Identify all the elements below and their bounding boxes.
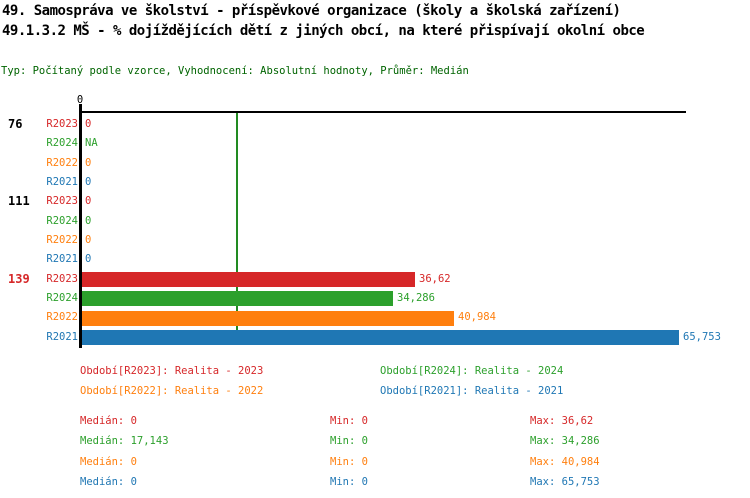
row-value-label: 0 xyxy=(85,118,92,130)
series-row-label: R2022 xyxy=(46,156,78,169)
stat-label: Min: xyxy=(330,456,356,468)
value-bar xyxy=(82,291,393,307)
report-subtitle: Typ: Počítaný podle vzorce, Vyhodnocení:… xyxy=(1,65,469,77)
stat-value: 36,62 xyxy=(561,415,594,427)
stat-label: Max: xyxy=(530,435,556,447)
stat-value: 34,286 xyxy=(561,435,600,447)
series-row-label: R2024 xyxy=(46,291,78,304)
row-value-label: 0 xyxy=(85,195,92,208)
stat-value: 0 xyxy=(361,456,368,468)
stat-min-r2022: Min: 0 xyxy=(330,456,368,468)
row-value-label: 0 xyxy=(85,233,92,246)
series-row-label: R2024 xyxy=(46,137,78,150)
stat-value: 0 xyxy=(130,415,137,427)
stat-max-r2024: Max: 34,286 xyxy=(530,435,600,447)
stat-label: Max: xyxy=(530,415,556,427)
report-title-line2: 49.1.3.2 MŠ - % dojíždějících dětí z jin… xyxy=(2,23,645,39)
series-row-label: R2023 xyxy=(46,118,78,130)
stat-min-r2023: Min: 0 xyxy=(330,415,368,427)
group-label: 111 xyxy=(8,194,30,209)
x-axis-line xyxy=(79,111,686,113)
stat-value: 40,984 xyxy=(561,456,600,468)
y-axis-line xyxy=(79,104,82,348)
stat-value: 0 xyxy=(361,435,368,447)
x-axis-zero-tick-label: 0 xyxy=(76,94,84,106)
row-value-label: 0 xyxy=(85,214,92,227)
stat-max-r2021: Max: 65,753 xyxy=(530,476,600,488)
stat-label: Medián: xyxy=(80,476,125,488)
series-row-label: R2023 xyxy=(46,272,78,285)
series-row-label: R2021 xyxy=(46,175,78,188)
legend-item-r2021: Období[R2021]: Realita - 2021 xyxy=(380,385,564,397)
stat-median-r2023: Medián: 0 xyxy=(80,415,137,427)
stat-value: 0 xyxy=(361,415,368,427)
bar-value-label: 36,62 xyxy=(419,272,451,285)
row-value-label: 0 xyxy=(85,253,92,266)
stat-value: 0 xyxy=(130,456,137,468)
series-row-label: R2021 xyxy=(46,330,78,343)
bar-value-label: 40,984 xyxy=(458,311,496,324)
stat-label: Medián: xyxy=(80,456,125,468)
row-value-label: 0 xyxy=(85,175,92,188)
report-title-line1: 49. Samospráva ve školství - příspěvkové… xyxy=(2,3,621,19)
legend-item-r2024: Období[R2024]: Realita - 2024 xyxy=(380,365,564,377)
bar-value-label: 34,286 xyxy=(397,291,435,304)
legend-item-r2023: Období[R2023]: Realita - 2023 xyxy=(80,365,264,377)
stat-label: Max: xyxy=(530,456,556,468)
row-value-label: NA xyxy=(85,137,98,150)
stat-label: Min: xyxy=(330,415,356,427)
stat-label: Min: xyxy=(330,476,356,488)
stat-value: 0 xyxy=(361,476,368,488)
value-bar xyxy=(82,272,415,288)
stat-label: Medián: xyxy=(80,435,125,447)
value-bar xyxy=(82,310,454,326)
value-bar xyxy=(82,330,679,346)
stat-label: Medián: xyxy=(80,415,125,427)
group-label: 76 xyxy=(8,117,23,131)
stat-min-r2024: Min: 0 xyxy=(330,435,368,447)
stat-max-r2023: Max: 36,62 xyxy=(530,415,593,427)
stat-min-r2021: Min: 0 xyxy=(330,476,368,488)
legend-item-r2022: Období[R2022]: Realita - 2022 xyxy=(80,385,264,397)
stat-label: Min: xyxy=(330,435,356,447)
stat-max-r2022: Max: 40,984 xyxy=(530,456,600,468)
stat-median-r2022: Medián: 0 xyxy=(80,456,137,468)
bar-value-label: 65,753 xyxy=(683,330,721,343)
group-label: 139 xyxy=(8,271,30,286)
series-row-label: R2023 xyxy=(46,195,78,208)
series-row-label: R2024 xyxy=(46,214,78,227)
stat-value: 65,753 xyxy=(561,476,600,488)
stat-value: 17,143 xyxy=(130,435,169,447)
series-row-label: R2021 xyxy=(46,253,78,266)
row-value-label: 0 xyxy=(85,156,92,169)
stat-value: 0 xyxy=(130,476,137,488)
median-marker-line xyxy=(236,113,238,345)
series-row-label: R2022 xyxy=(46,311,78,324)
stat-label: Max: xyxy=(530,476,556,488)
stat-median-r2021: Medián: 0 xyxy=(80,476,137,488)
series-row-label: R2022 xyxy=(46,233,78,246)
stat-median-r2024: Medián: 17,143 xyxy=(80,435,169,447)
